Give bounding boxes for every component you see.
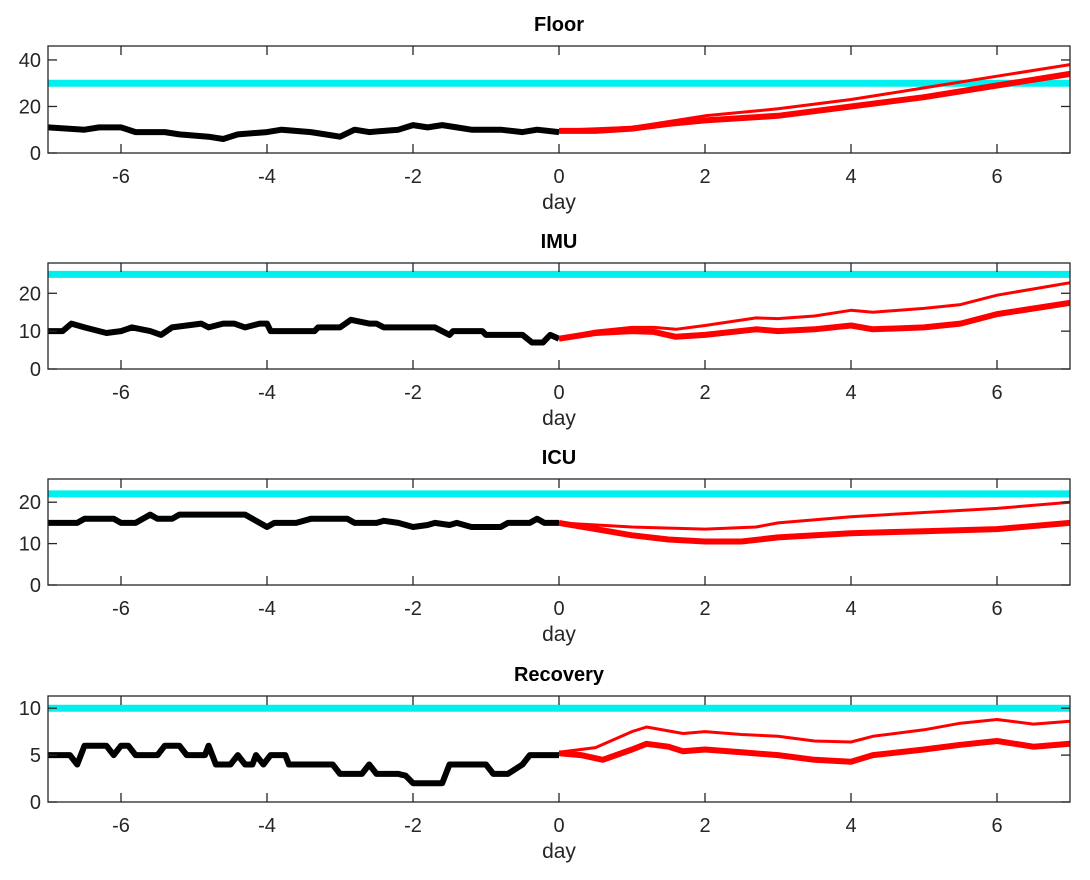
subplot-title: ICU (542, 447, 576, 469)
x-tick-label: 2 (699, 166, 710, 188)
x-tick-label: -4 (258, 382, 276, 404)
forecast-lower-line (558, 299, 1070, 342)
x-tick-label: 2 (699, 815, 710, 837)
x-tick-label: 0 (553, 598, 564, 620)
x-tick-label: -4 (258, 166, 276, 188)
subplot-title: Recovery (514, 664, 605, 686)
plot-area (48, 490, 1070, 545)
y-tick-label: 10 (19, 321, 41, 343)
subplot-floor: -6 -4 -2 0 2 4 6 0 20 40 Floor day (19, 14, 1071, 214)
x-tick-label: -2 (404, 598, 422, 620)
forecast-upper-line (558, 500, 1070, 531)
forecast-lower-line (559, 70, 1070, 134)
x-tick-label: -6 (112, 166, 130, 188)
x-tick-label: -4 (258, 815, 276, 837)
subplot-icu: -6 -4 -2 0 2 4 6 0 10 20 ICU day (19, 447, 1071, 646)
plot-area (48, 704, 1070, 787)
y-tick-label: 20 (19, 492, 41, 514)
subplot-recovery: -6 -4 -2 0 2 4 6 0 5 10 Recovery day (19, 664, 1071, 863)
y-tick-label: 0 (30, 575, 41, 597)
subplot-title: IMU (541, 231, 578, 253)
x-axis-label: day (542, 407, 576, 430)
x-tick-label: 2 (699, 598, 710, 620)
x-tick-label: 0 (553, 166, 564, 188)
x-axis-label: day (542, 840, 576, 863)
y-tick-label: 0 (30, 792, 41, 814)
x-tick-label: 0 (553, 382, 564, 404)
y-tick-label: 20 (19, 283, 41, 305)
x-tick-label: 6 (991, 598, 1002, 620)
history-line (48, 511, 559, 530)
forecast-upper-line (558, 63, 1070, 132)
x-tick-label: -6 (112, 815, 130, 837)
x-tick-label: -4 (258, 598, 276, 620)
x-tick-label: 4 (845, 598, 856, 620)
subplot-imu: -6 -4 -2 0 2 4 6 0 10 20 IMU day (19, 231, 1071, 430)
subplot-title: Floor (534, 14, 584, 36)
history-line (48, 316, 561, 346)
x-tick-label: 6 (991, 382, 1002, 404)
forecast-upper-line (558, 281, 1070, 340)
x-axis-label: day (542, 191, 576, 214)
x-tick-label: -6 (112, 598, 130, 620)
x-tick-label: 4 (845, 815, 856, 837)
x-tick-label: -2 (404, 166, 422, 188)
forecast-upper-line (558, 718, 1070, 754)
x-tick-label: 6 (991, 815, 1002, 837)
x-tick-label: -6 (112, 382, 130, 404)
forecast-lower-line (558, 738, 1070, 765)
x-tick-label: 2 (699, 382, 710, 404)
plot-area (48, 270, 1070, 346)
x-tick-label: -2 (404, 382, 422, 404)
y-tick-label: 0 (30, 143, 41, 165)
y-tick-label: 10 (19, 698, 41, 720)
forecast-lower-line (558, 519, 1070, 545)
y-tick-label: 20 (19, 96, 41, 118)
plot-area (48, 63, 1070, 142)
history-line (48, 742, 559, 787)
x-tick-label: 4 (845, 382, 856, 404)
y-tick-label: 10 (19, 534, 41, 556)
y-tick-label: 0 (30, 359, 41, 381)
y-tick-label: 40 (19, 50, 41, 72)
x-tick-label: -2 (404, 815, 422, 837)
x-tick-label: 4 (845, 166, 856, 188)
history-line (48, 122, 560, 142)
x-tick-label: 0 (553, 815, 564, 837)
x-tick-label: 6 (991, 166, 1002, 188)
y-tick-label: 5 (30, 745, 41, 767)
x-axis-label: day (542, 623, 576, 646)
axes-box (47, 262, 1071, 370)
